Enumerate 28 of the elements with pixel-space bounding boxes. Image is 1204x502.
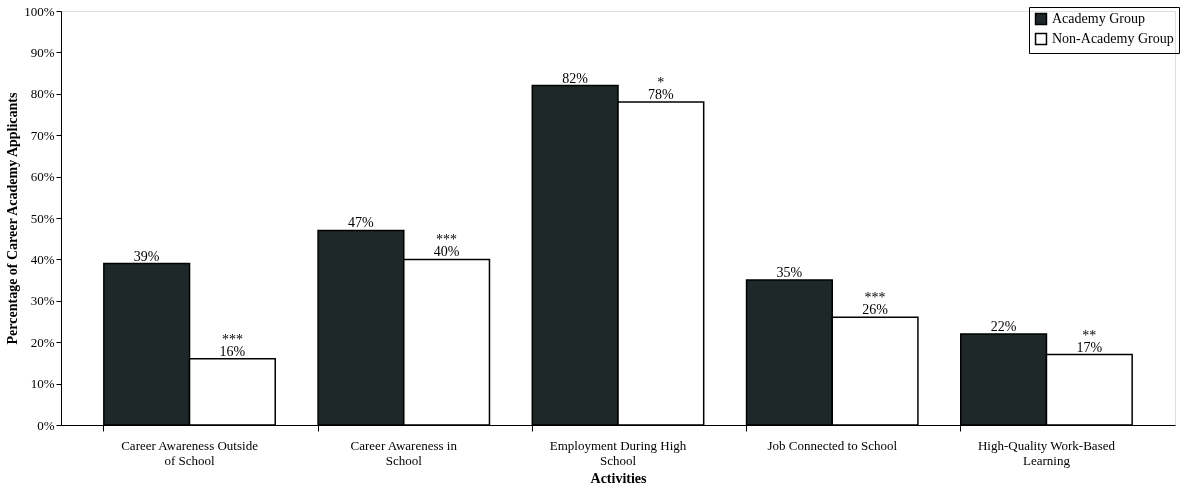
data-label: 78% (648, 87, 675, 103)
y-axis-title: Percentage of Career Academy Applicants (5, 91, 21, 345)
y-tick-label: 40% (30, 251, 55, 267)
data-label: 35% (776, 265, 803, 281)
y-tick-label: 20% (30, 334, 55, 350)
legend-label: Non-Academy Group (1052, 31, 1174, 46)
y-tick-label: 30% (30, 293, 55, 309)
data-label: 82% (562, 70, 589, 86)
y-tick-label: 80% (30, 86, 55, 102)
y-tick-label: 50% (30, 210, 55, 226)
y-tick-label: 70% (30, 127, 55, 143)
y-tick-label: 60% (30, 169, 55, 185)
legend-label: Academy Group (1052, 11, 1145, 26)
y-tick-label: 100% (24, 3, 55, 19)
x-tick-label: Employment During High School (549, 437, 687, 468)
data-label: 47% (348, 215, 375, 231)
y-tick-label: 90% (30, 44, 55, 60)
data-label: 26% (862, 302, 889, 318)
data-label: 22% (990, 318, 1017, 334)
x-tick-label: Career Awareness in School (350, 437, 458, 468)
x-tick-label: Job Connected to School (767, 437, 898, 453)
x-tick-label: Career Awareness Outside of School (121, 437, 259, 468)
y-tick-label: 0% (37, 417, 55, 433)
data-label: 39% (133, 248, 160, 264)
x-axis-title: Activities (590, 470, 648, 486)
x-tick-label: High-Quality Work-Based Learning (977, 437, 1116, 468)
data-label: 40% (433, 244, 460, 260)
y-tick-label: 10% (30, 376, 55, 392)
